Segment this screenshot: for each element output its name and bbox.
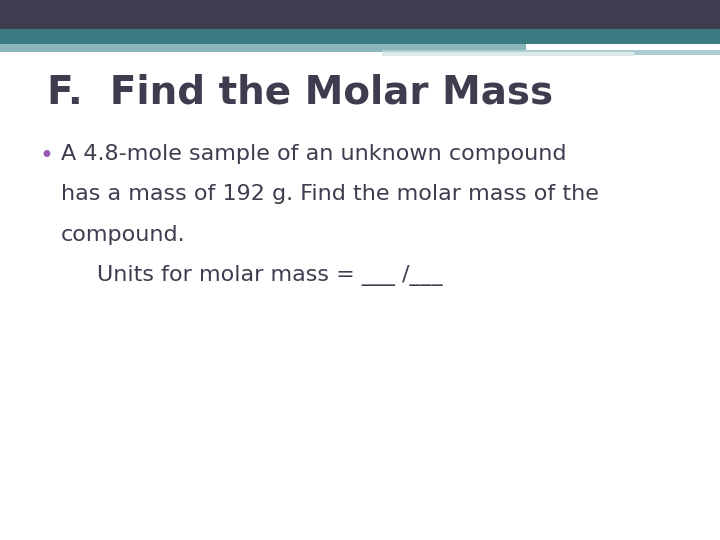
Bar: [0, 44, 526, 52]
Text: has a mass of 192 g. Find the molar mass of the: has a mass of 192 g. Find the molar mass…: [61, 184, 599, 204]
Text: •: •: [40, 144, 53, 167]
Text: A 4.8-mole sample of an unknown compound: A 4.8-mole sample of an unknown compound: [61, 144, 567, 164]
Bar: [0, 29, 720, 44]
Bar: [382, 52, 634, 56]
Text: F.  Find the Molar Mass: F. Find the Molar Mass: [47, 73, 553, 111]
Bar: [382, 50, 720, 55]
Bar: [0, 0, 720, 29]
Text: Units for molar mass = ___ /___: Units for molar mass = ___ /___: [97, 265, 443, 286]
Text: compound.: compound.: [61, 225, 186, 245]
